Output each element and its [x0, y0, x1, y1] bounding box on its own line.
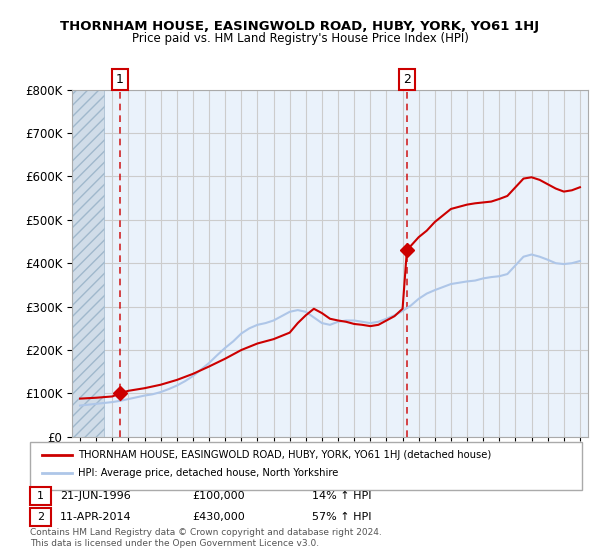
Text: HPI: Average price, detached house, North Yorkshire: HPI: Average price, detached house, Nort…: [78, 468, 338, 478]
Text: 1: 1: [116, 73, 124, 86]
Text: 1: 1: [37, 491, 44, 501]
Text: Contains HM Land Registry data © Crown copyright and database right 2024.
This d: Contains HM Land Registry data © Crown c…: [30, 528, 382, 548]
Bar: [72, 90, 104, 437]
Text: 14% ↑ HPI: 14% ↑ HPI: [312, 491, 371, 501]
Text: 21-JUN-1996: 21-JUN-1996: [60, 491, 131, 501]
Text: THORNHAM HOUSE, EASINGWOLD ROAD, HUBY, YORK, YO61 1HJ: THORNHAM HOUSE, EASINGWOLD ROAD, HUBY, Y…: [61, 20, 539, 32]
Text: 2: 2: [37, 512, 44, 522]
Text: THORNHAM HOUSE, EASINGWOLD ROAD, HUBY, YORK, YO61 1HJ (detached house): THORNHAM HOUSE, EASINGWOLD ROAD, HUBY, Y…: [78, 450, 491, 460]
Text: 11-APR-2014: 11-APR-2014: [60, 512, 131, 522]
Text: £100,000: £100,000: [192, 491, 245, 501]
Text: £430,000: £430,000: [192, 512, 245, 522]
Text: 2: 2: [403, 73, 411, 86]
Text: 57% ↑ HPI: 57% ↑ HPI: [312, 512, 371, 522]
Text: Price paid vs. HM Land Registry's House Price Index (HPI): Price paid vs. HM Land Registry's House …: [131, 32, 469, 45]
